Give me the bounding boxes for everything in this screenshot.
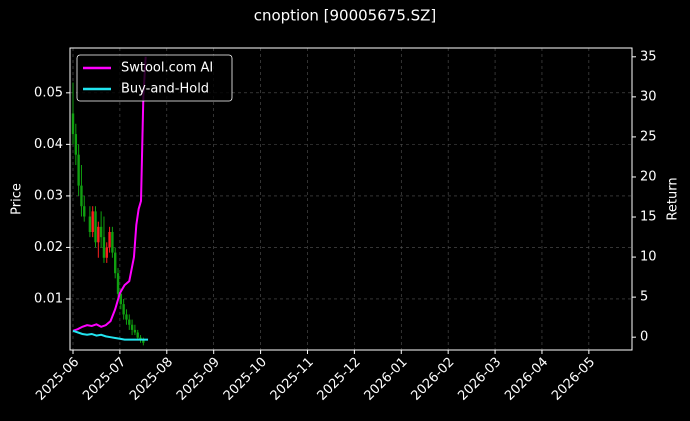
x-tick-label: 2026-01 [362, 355, 411, 404]
legend-label: Buy-and-Hold [121, 82, 209, 97]
y-tick-label: 0.03 [34, 188, 63, 203]
plot-frame [69, 47, 633, 351]
candle-body [71, 113, 75, 135]
y2-tick-label: 5 [640, 290, 648, 305]
x-tick-label: 2025-06 [33, 355, 82, 404]
candle-body [130, 324, 134, 330]
y2-tick-label: 10 [640, 250, 657, 265]
y2-tick-label: 15 [640, 210, 657, 225]
y2-axis-label: Return [666, 177, 681, 220]
x-tick-label: 2026-04 [502, 355, 551, 404]
y2-tick-label: 20 [640, 169, 657, 184]
candle-body [125, 314, 128, 320]
candle-body [108, 231, 111, 248]
candle-body [122, 304, 125, 315]
candle-body [102, 237, 106, 258]
candle-body [133, 329, 137, 333]
x-tick-label: 2025-08 [127, 355, 176, 404]
candle-body [91, 211, 94, 232]
y2-tick-label: 25 [640, 129, 657, 144]
candle-body [128, 319, 131, 325]
return-line [72, 56, 147, 332]
return-line [72, 329, 149, 341]
candle-body [116, 273, 120, 294]
legend-label: Swtool.com AI [121, 61, 213, 76]
candle-body [97, 226, 100, 243]
y-tick-label: 0.05 [34, 85, 63, 100]
x-tick-label: 2025-09 [174, 355, 223, 404]
x-tick-label: 2025-11 [268, 355, 317, 404]
x-tick-label: 2025-07 [80, 355, 129, 404]
candle-body [119, 293, 123, 305]
y-tick-label: 0.02 [34, 240, 63, 255]
x-tick-label: 2026-05 [549, 355, 598, 404]
candle-body [74, 134, 78, 155]
legend-frame [76, 54, 233, 102]
candle-body [80, 185, 83, 207]
candle-body [114, 252, 117, 274]
y-axis-label: Price [10, 183, 25, 215]
candle-body [94, 211, 97, 243]
y-tick-label: 0.04 [34, 137, 63, 152]
candle-body [83, 206, 86, 217]
y-tick-label: 0.01 [34, 291, 63, 306]
candle-body [105, 247, 108, 258]
x-tick-label: 2026-03 [455, 355, 504, 404]
candle-body [88, 216, 92, 232]
y2-tick-label: 0 [640, 330, 648, 345]
candle-body [142, 340, 145, 343]
candle-body [77, 154, 80, 186]
candle-body [99, 226, 103, 238]
x-tick-label: 2026-02 [408, 355, 457, 404]
chart-title: cnoption [90005675.SZ] [254, 7, 437, 25]
legend: Swtool.com AI Buy-and-Hold [76, 54, 233, 102]
x-tick-label: 2025-10 [221, 355, 270, 404]
x-tick-label: 2025-12 [315, 355, 364, 404]
candle-body [136, 332, 139, 338]
y2-tick-label: 30 [640, 89, 657, 104]
candle-body [111, 231, 114, 253]
y2-tick-label: 35 [640, 49, 657, 64]
